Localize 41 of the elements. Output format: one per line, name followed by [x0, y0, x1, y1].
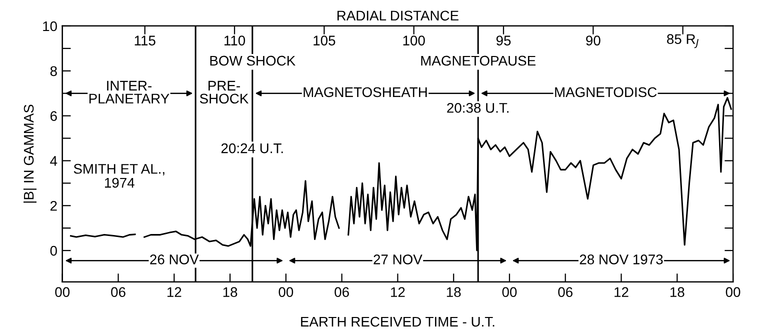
- annotation: 20:24 U.T.: [221, 143, 283, 154]
- y-tick-label: 8: [50, 66, 57, 76]
- y-tick-label: 2: [50, 200, 57, 211]
- x-tick-label: 06: [111, 287, 126, 298]
- annotation: INTER- PLANETARY: [89, 80, 170, 104]
- y-tick-label: 0: [50, 246, 57, 256]
- x2-tick-label: 110: [224, 36, 246, 46]
- annotation: 27 NOV: [374, 254, 422, 264]
- annotation: MAGNETODISC: [555, 87, 657, 98]
- y-axis-title: |B| IN GAMMAS: [24, 104, 37, 203]
- x-axis-title: EARTH RECEIVED TIME - U.T.: [301, 316, 494, 327]
- x2-tick-label: 90: [586, 36, 600, 46]
- x2-tick-label: 85 R$_{J}$: [667, 34, 698, 48]
- x-tick-label: 00: [55, 287, 70, 298]
- y-tick-label: 10: [43, 21, 57, 32]
- x2-tick-label: 100: [403, 36, 425, 46]
- x2-tick-label: 95: [496, 36, 511, 46]
- x2-axis-title: RADIAL DISTANCE: [337, 10, 458, 21]
- x2-tick-label: 115: [134, 36, 156, 46]
- x-tick-label: 00: [278, 287, 294, 298]
- annotation: 28 NOV 1973: [580, 254, 663, 264]
- annotation: 26 NOV: [150, 254, 199, 264]
- y-tick-label: 4: [50, 156, 58, 166]
- x-tick-label: 06: [558, 287, 572, 298]
- annotation: PRE- SHOCK: [200, 80, 249, 104]
- x-tick-label: 18: [223, 287, 238, 298]
- annotation: SMITH ET AL., 1974: [74, 164, 164, 188]
- annotation: BOW SHOCK: [210, 56, 296, 66]
- x-tick-label: 18: [446, 287, 461, 298]
- x2-tick-label: 105: [314, 36, 336, 46]
- annotation: MAGNETOPAUSE: [421, 56, 536, 66]
- y-tick-label: 6: [50, 111, 57, 121]
- x-tick-label: 00: [502, 287, 517, 298]
- x-tick-label: 06: [334, 287, 349, 298]
- x-tick-label: 12: [614, 287, 628, 297]
- x-tick-label: 00: [726, 287, 740, 298]
- annotation: 20:38 U.T.: [447, 102, 508, 113]
- x-tick-label: 12: [391, 287, 405, 297]
- annotation: MAGNETOSHEATH: [304, 87, 427, 98]
- x-tick-label: 18: [670, 287, 684, 298]
- x-tick-label: 12: [167, 287, 182, 297]
